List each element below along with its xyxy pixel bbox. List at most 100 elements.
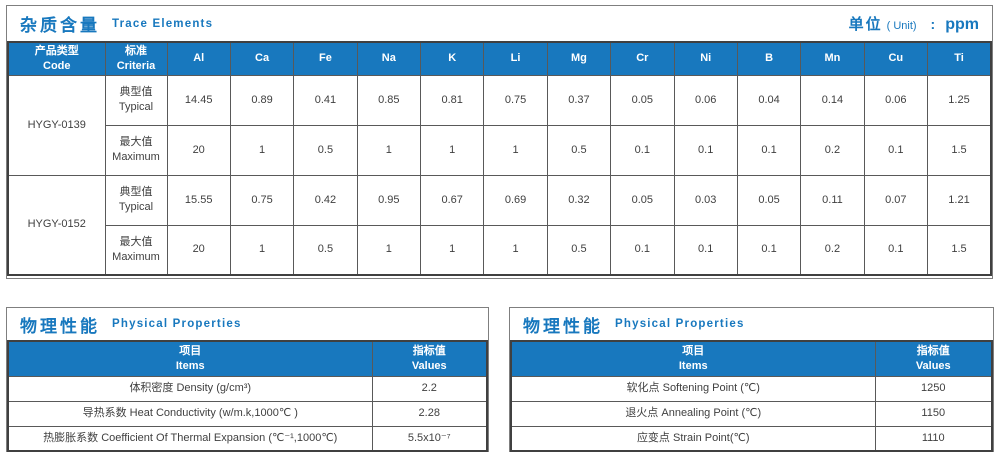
value-cell: 0.1 [863,124,929,176]
column-header-element-mg: Mg [546,41,612,76]
table-row-thermal-expansion: 热膨胀系数 Coefficient Of Thermal Expansion (… [7,425,488,452]
value-cell: 1 [419,224,485,276]
table-row-softening-point: 软化点 Softening Point (℃) 1250 [510,375,993,402]
criteria-cell-typical: 典型值 Typical [104,174,168,226]
value-cell: 0.1 [610,124,675,176]
value-cell: 2.28 [371,400,488,427]
criteria-header-en: Criteria [116,59,156,72]
table-row-hygy0152-maximum: 最大值 Maximum 20 1 0.5 1 1 1 0.5 0.1 0.1 0… [8,224,992,276]
items-header-zh: 项目 [682,344,705,357]
value-cell: 5.5x10⁻⁷ [371,425,488,452]
value-cell: 0.14 [800,74,865,126]
values-header-en: Values [915,359,951,372]
code-header-zh: 产品类型 [34,44,79,57]
value-cell: 0.1 [736,224,802,276]
value-cell: 0.06 [863,74,929,126]
table-row-strain-point: 应变点 Strain Point(℃) 1110 [510,425,993,452]
physical-right-table: 项目 Items 指标值 Values 软化点 Softening Point … [510,340,993,452]
column-header-criteria: 标准 Criteria [104,41,168,76]
value-cell: 0.1 [736,124,802,176]
trace-title-zh: 杂质含量 [20,16,100,35]
value-cell: 1.25 [927,74,992,126]
column-header-element-ti: Ti [927,41,992,76]
value-cell: 14.45 [166,74,231,126]
criteria-typical-en: Typical [118,201,154,213]
value-cell: 15.55 [166,174,231,226]
criteria-typical-zh: 典型值 [119,86,153,99]
criteria-header-zh: 标准 [125,44,147,57]
physical-left-table: 项目 Items 指标值 Values 体积密度 Density (g/cm³)… [7,340,488,452]
value-cell: 1150 [874,400,993,427]
value-cell: 0.07 [863,174,929,226]
column-header-items: 项目 Items [510,340,876,377]
value-cell: 0.1 [863,224,929,276]
value-cell: 0.11 [800,174,865,226]
physical-left-header: 物理性能 Physical Properties [7,308,488,340]
values-header-zh: 指标值 [916,344,950,357]
criteria-cell-maximum: 最大值 Maximum [104,124,168,176]
item-cell: 热膨胀系数 Coefficient Of Thermal Expansion (… [7,425,373,452]
value-cell: 1 [483,124,548,176]
criteria-typical-en: Typical [118,101,154,113]
value-cell: 0.5 [546,224,612,276]
product-code-cell: HYGY-0152 [7,174,106,276]
value-cell: 0.5 [293,124,358,176]
value-cell: 1.21 [927,174,992,226]
table-row-hygy0152-typical: HYGY-0152 典型值 Typical 15.55 0.75 0.42 0.… [7,174,992,276]
column-header-element-b: B [736,41,802,76]
value-cell: 0.85 [356,74,422,126]
value-cell: 0.05 [736,174,802,226]
value-cell: 0.89 [229,74,295,126]
column-header-items: 项目 Items [7,340,373,377]
physical-right-title-zh: 物理性能 [523,316,603,336]
value-cell: 0.03 [673,174,738,226]
column-header-element-li: Li [483,41,548,76]
table-row-hygy0139-typical: HYGY-0139 典型值 Typical 14.45 0.89 0.41 0.… [7,74,992,176]
physical-left-title-en: Physical Properties [112,318,242,330]
unit-block: 单位 ( Unit) : ppm [849,13,979,34]
value-cell: 0.32 [546,174,612,226]
value-cell: 0.1 [673,224,738,276]
physical-right-title-en: Physical Properties [615,318,745,330]
column-header-element-mn: Mn [800,41,865,76]
column-header-element-cu: Cu [863,41,929,76]
physical-left-title-zh: 物理性能 [20,316,100,336]
column-header-element-al: Al [166,41,231,76]
physical-properties-left-section: 物理性能 Physical Properties 项目 Items 指标值 Va… [6,307,489,452]
value-cell: 0.67 [419,174,485,226]
column-header-code: 产品类型 Code [7,41,106,76]
value-cell: 0.04 [736,74,802,126]
column-header-values: 指标值 Values [874,340,993,377]
value-cell: 20 [166,124,231,176]
criteria-maximum-zh: 最大值 [119,235,153,248]
column-header-element-k: K [419,41,485,76]
value-cell: 1 [356,224,422,276]
value-cell: 0.42 [293,174,358,226]
item-cell: 软化点 Softening Point (℃) [510,375,876,402]
item-cell: 应变点 Strain Point(℃) [510,425,876,452]
unit-label-en: ( Unit) [886,20,917,32]
column-header-element-ni: Ni [673,41,738,76]
values-header-zh: 指标值 [412,344,446,357]
column-header-element-ca: Ca [229,41,295,76]
criteria-maximum-en: Maximum [112,151,160,163]
table-row-density: 体积密度 Density (g/cm³) 2.2 [7,375,488,402]
criteria-maximum-zh: 最大值 [119,136,153,149]
value-cell: 0.81 [419,74,485,126]
code-header-en: Code [43,59,71,72]
trace-elements-table: 产品类型 Code 标准 Criteria Al Ca Fe Na K Li M… [7,41,992,276]
unit-label-zh: 单位 [848,16,883,33]
trace-elements-section: 杂质含量 Trace Elements 单位 ( Unit) : ppm 产品类… [6,5,993,279]
value-cell: 0.06 [673,74,738,126]
physical-properties-right-section: 物理性能 Physical Properties 项目 Items 指标值 Va… [509,307,994,452]
value-cell: 2.2 [371,375,488,402]
physical-right-header: 物理性能 Physical Properties [510,308,993,340]
column-header-values: 指标值 Values [371,340,488,377]
items-header-en: Items [678,359,708,372]
value-cell: 0.2 [800,124,865,176]
value-cell: 1 [356,124,422,176]
trace-header-row: 产品类型 Code 标准 Criteria Al Ca Fe Na K Li M… [7,41,992,76]
value-cell: 0.5 [546,124,612,176]
trace-title-en: Trace Elements [112,17,214,30]
items-header-en: Items [175,359,205,372]
